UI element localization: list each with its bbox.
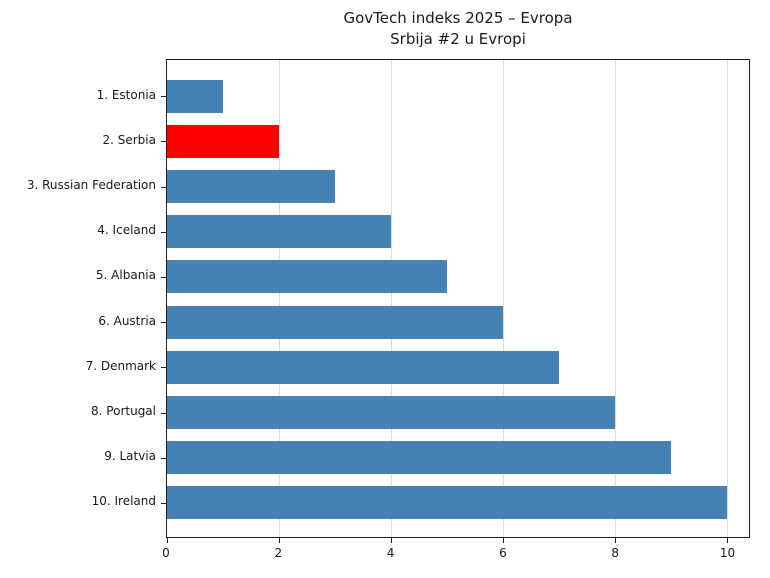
bar bbox=[167, 215, 391, 249]
grid-line bbox=[278, 60, 280, 537]
x-tick-label: 4 bbox=[386, 546, 395, 560]
x-tick-label: 8 bbox=[611, 546, 620, 560]
y-tick-mark bbox=[161, 186, 167, 188]
x-tick-label: 10 bbox=[719, 546, 736, 560]
y-tick-mark bbox=[161, 96, 167, 98]
y-tick-mark bbox=[161, 367, 167, 369]
y-tick-label: 5. Albania bbox=[95, 268, 156, 283]
y-tick-mark bbox=[161, 141, 167, 143]
y-tick-label: 8. Portugal bbox=[91, 403, 156, 418]
y-tick-label: 6. Austria bbox=[98, 313, 156, 328]
bar bbox=[167, 124, 279, 158]
y-tick-label: 4. Iceland bbox=[97, 223, 156, 238]
bar bbox=[167, 305, 503, 339]
y-tick-mark bbox=[161, 412, 167, 414]
chart-title-block: GovTech indeks 2025 – Evropa Srbija #2 u… bbox=[166, 8, 750, 50]
bar bbox=[167, 486, 727, 520]
plot-area bbox=[161, 59, 750, 543]
x-tick-mark bbox=[726, 537, 728, 543]
x-tick-label: 0 bbox=[162, 546, 170, 560]
y-tick-mark bbox=[161, 276, 167, 278]
bar bbox=[167, 396, 615, 429]
x-tick-mark bbox=[167, 537, 168, 543]
y-tick-label: 1. Estonia bbox=[96, 87, 156, 102]
chart-subtitle: Srbija #2 u Evropi bbox=[390, 30, 526, 48]
chart-title: GovTech indeks 2025 – Evropa bbox=[343, 9, 573, 27]
y-tick-mark bbox=[161, 502, 167, 504]
y-tick-mark bbox=[161, 322, 167, 324]
x-tick-mark bbox=[278, 537, 280, 543]
bar bbox=[167, 79, 223, 113]
x-tick-label: 2 bbox=[274, 546, 283, 560]
x-tick-mark bbox=[502, 537, 504, 543]
grid-line bbox=[502, 60, 504, 537]
y-tick-label: 7. Denmark bbox=[85, 358, 156, 373]
x-tick-mark bbox=[614, 537, 616, 543]
x-tick-mark bbox=[390, 537, 392, 543]
grid-line bbox=[614, 60, 616, 537]
y-axis-labels: 1. Estonia 2. Serbia 3. Russian Federation… bbox=[0, 72, 156, 524]
y-tick-label: 9. Latvia bbox=[104, 449, 156, 464]
y-tick-label: 2. Serbia bbox=[102, 132, 156, 147]
grid-line bbox=[390, 60, 392, 537]
grid-line bbox=[726, 60, 728, 537]
y-tick-mark bbox=[161, 231, 167, 233]
y-tick-mark bbox=[161, 457, 167, 459]
x-tick-label: 6 bbox=[499, 546, 507, 560]
bar bbox=[167, 441, 671, 475]
x-axis-labels: 0 2 4 6 8 10 bbox=[162, 546, 750, 562]
bar bbox=[167, 350, 559, 384]
y-tick-label: 3. Russian Federation bbox=[26, 177, 156, 192]
y-tick-label: 10. Ireland bbox=[91, 494, 156, 509]
bar bbox=[167, 170, 335, 203]
bar bbox=[167, 260, 447, 294]
